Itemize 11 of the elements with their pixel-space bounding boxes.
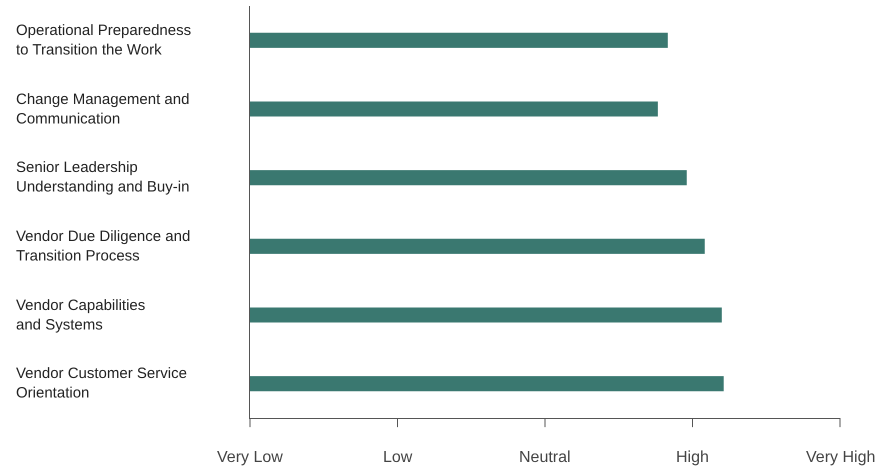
y-tick-label: Vendor Customer Service Orientation	[16, 365, 187, 402]
y-tick-label: Senior Leadership Understanding and Buy-in	[16, 159, 190, 196]
y-tick-label: Change Management and Communication	[16, 91, 190, 128]
y-tick-label: Vendor Due Diligence and Transition Process	[16, 228, 190, 264]
text: Very Low	[217, 449, 284, 466]
text: Neutral	[519, 449, 571, 466]
text: Very High	[806, 449, 876, 466]
y-tick-label: Vendor Capabilities and Systems	[16, 297, 146, 334]
y-tick-label: Operational Preparedness to Transition the Work	[16, 22, 192, 58]
text: High	[676, 449, 709, 466]
text: Low	[383, 449, 413, 466]
